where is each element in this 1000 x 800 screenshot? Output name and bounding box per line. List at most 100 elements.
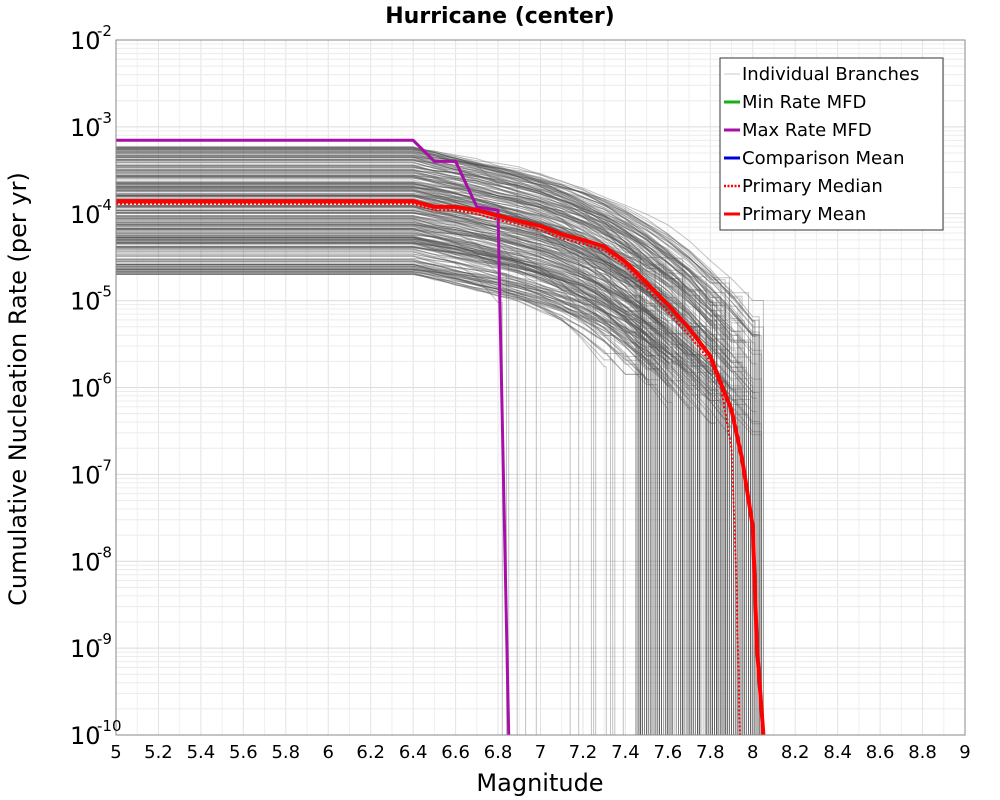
y-tick-base: 10 bbox=[70, 201, 101, 229]
branch-line bbox=[116, 271, 607, 735]
legend-label: Primary Mean bbox=[742, 204, 866, 225]
x-tick-label: 7.4 bbox=[611, 742, 640, 763]
x-tick-label: 5.4 bbox=[187, 742, 216, 763]
branch-line bbox=[116, 211, 707, 735]
y-tick: 10-7 bbox=[70, 456, 112, 489]
branch-line bbox=[116, 151, 764, 735]
branch-line bbox=[116, 217, 760, 735]
branch-line bbox=[116, 147, 713, 735]
branch-line bbox=[116, 264, 641, 735]
x-axis-ticks: 5 5.2 5.4 5.6 5.8 6 6.2 6.4 6.6 6.8 7 7.2 7.4 7.6 7.8 8… bbox=[110, 742, 970, 763]
branch-line bbox=[116, 242, 709, 735]
branch-line bbox=[116, 149, 667, 735]
branch-line bbox=[116, 148, 741, 735]
branch-line bbox=[116, 260, 760, 735]
branch-line bbox=[116, 246, 732, 735]
legend-label: Comparison Mean bbox=[742, 148, 905, 169]
branch-line bbox=[116, 186, 718, 735]
x-tick-label: 7.2 bbox=[569, 742, 598, 763]
branch-line bbox=[116, 210, 722, 735]
branch-line bbox=[116, 238, 703, 735]
branch-line bbox=[116, 169, 760, 735]
branch-line bbox=[116, 165, 760, 735]
branch-line bbox=[116, 159, 739, 735]
branch-line bbox=[116, 272, 692, 735]
branch-line bbox=[116, 158, 726, 735]
branch-line bbox=[116, 269, 658, 735]
branch-line bbox=[116, 200, 745, 735]
branch-line bbox=[116, 164, 764, 735]
branch-line bbox=[116, 257, 758, 735]
legend-box bbox=[719, 57, 944, 231]
branch-line bbox=[116, 251, 671, 735]
branch-line bbox=[116, 152, 707, 735]
branch-line bbox=[116, 254, 658, 735]
x-tick-label: 8.6 bbox=[866, 742, 895, 763]
branch-line bbox=[116, 210, 641, 735]
branch-line bbox=[116, 273, 732, 735]
branch-line bbox=[116, 184, 692, 735]
branch-line bbox=[116, 242, 745, 735]
branch-line bbox=[116, 251, 662, 735]
branch-line bbox=[116, 229, 745, 735]
branch-line bbox=[116, 147, 726, 735]
legend-entry: Individual Branches bbox=[724, 64, 919, 85]
branch-line bbox=[116, 186, 718, 735]
branch-line bbox=[116, 174, 739, 735]
branch-line bbox=[116, 172, 677, 735]
branch-line bbox=[116, 146, 722, 735]
branch-line bbox=[116, 223, 660, 735]
plot-frame bbox=[115, 39, 966, 736]
branch-line bbox=[116, 235, 650, 735]
x-tick-label: 8.2 bbox=[781, 742, 810, 763]
branch-line bbox=[116, 223, 652, 735]
branch-line bbox=[116, 168, 637, 735]
branch-line bbox=[116, 189, 762, 735]
branch-line bbox=[116, 228, 737, 735]
branch-line bbox=[116, 156, 684, 735]
branch-line bbox=[116, 183, 643, 735]
branch-line bbox=[116, 248, 669, 735]
branch-line bbox=[116, 229, 720, 735]
branch-line bbox=[116, 174, 758, 735]
x-tick-label: 5.6 bbox=[229, 742, 258, 763]
series-lines bbox=[116, 138, 766, 736]
chart-title: Hurricane (center) bbox=[385, 4, 614, 29]
branch-line bbox=[116, 206, 652, 735]
branch-line bbox=[116, 273, 669, 735]
branch-line bbox=[116, 242, 728, 735]
y-axis-ticks: 10-210-310-410-510-610-710-810-910-10 bbox=[70, 22, 122, 750]
branch-line bbox=[116, 228, 741, 735]
branch-line bbox=[116, 169, 711, 735]
branch-line bbox=[116, 149, 673, 735]
branch-line bbox=[116, 255, 752, 735]
branch-line bbox=[116, 253, 648, 735]
x-tick-label: 6.8 bbox=[484, 742, 513, 763]
branch-line bbox=[116, 239, 671, 735]
branch-line bbox=[116, 253, 726, 735]
branch-line bbox=[116, 190, 650, 735]
branch-line bbox=[116, 183, 713, 735]
branch-line bbox=[116, 234, 637, 735]
y-tick: 10-8 bbox=[70, 543, 112, 576]
branch-line bbox=[116, 166, 756, 735]
legend-entry: Primary Mean bbox=[724, 204, 866, 225]
branch-line bbox=[116, 216, 688, 735]
branch-line bbox=[116, 157, 701, 735]
branch-line bbox=[116, 206, 641, 735]
branch-line bbox=[116, 205, 743, 735]
branch-line bbox=[116, 148, 739, 735]
legend-entry: Primary Median bbox=[724, 176, 883, 197]
branch-line bbox=[116, 264, 720, 735]
branch-line bbox=[116, 184, 690, 735]
branch-line bbox=[116, 231, 747, 735]
branch-line bbox=[116, 160, 701, 735]
branch-line bbox=[116, 238, 645, 735]
branch-line bbox=[116, 161, 726, 735]
branch-line bbox=[116, 246, 654, 735]
legend-label: Primary Median bbox=[742, 176, 883, 197]
branch-line bbox=[116, 242, 639, 735]
branch-line bbox=[116, 156, 696, 735]
branch-line bbox=[116, 259, 671, 735]
